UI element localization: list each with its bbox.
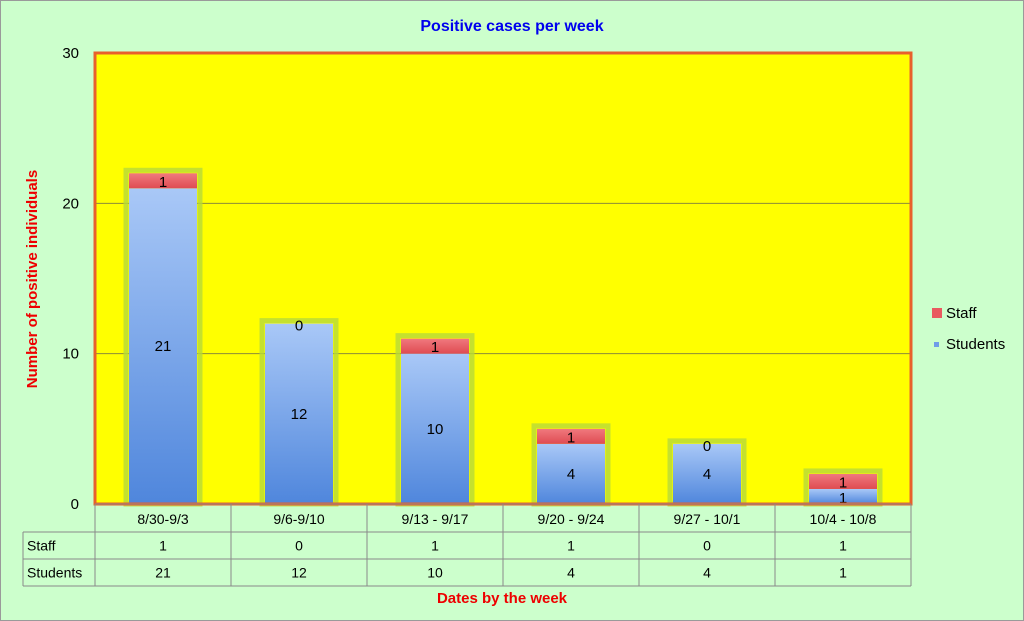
bar-students xyxy=(265,323,333,504)
data-label-students: 21 xyxy=(155,338,172,355)
bar-students xyxy=(537,443,605,504)
data-label-students: 1 xyxy=(839,490,847,507)
data-label-staff: 1 xyxy=(159,174,167,191)
data-label-students: 12 xyxy=(291,406,308,423)
data-label-staff: 1 xyxy=(567,429,575,446)
table-cell: 0 xyxy=(295,538,303,554)
data-label-staff: 0 xyxy=(295,318,303,335)
data-label-staff: 1 xyxy=(431,339,439,356)
legend: Staff Students xyxy=(932,305,1005,353)
x-tick-label: 8/30-9/3 xyxy=(137,511,189,527)
table-cell: 1 xyxy=(567,538,575,554)
table-cell: 12 xyxy=(291,565,307,581)
x-tick-label: 9/27 - 10/1 xyxy=(674,511,741,527)
y-tick-label: 20 xyxy=(62,195,79,212)
table-cell: 1 xyxy=(159,538,167,554)
bar-students xyxy=(673,443,741,504)
legend-label: Staff xyxy=(946,305,977,322)
y-axis-ticks: 0 10 20 30 xyxy=(62,45,79,513)
table-cell: 1 xyxy=(431,538,439,554)
data-label-students: 10 xyxy=(427,421,444,438)
x-axis-title: Dates by the week xyxy=(437,590,568,607)
table-cell: 21 xyxy=(155,565,171,581)
table-cell: 1 xyxy=(839,538,847,554)
bar-students xyxy=(401,353,469,504)
chart-title: Positive cases per week xyxy=(420,18,603,35)
y-tick-label: 10 xyxy=(62,346,79,363)
table-cell: 4 xyxy=(567,565,575,581)
plot-background xyxy=(95,53,911,504)
legend-swatch-students xyxy=(934,342,939,347)
bar-students xyxy=(809,488,877,504)
data-label-staff: 1 xyxy=(839,474,847,491)
bar-staff xyxy=(809,473,877,489)
table-row-label: Staff xyxy=(27,538,56,554)
data-label-students: 4 xyxy=(703,466,711,483)
y-axis-title: Number of positive individuals xyxy=(24,170,41,388)
legend-swatch-staff xyxy=(932,308,942,318)
table-cell: 0 xyxy=(703,538,711,554)
x-tick-label: 9/13 - 9/17 xyxy=(402,511,469,527)
bar-staff xyxy=(537,428,605,444)
x-tick-label: 10/4 - 10/8 xyxy=(810,511,877,527)
data-label-staff: 0 xyxy=(703,438,711,455)
table-cell: 10 xyxy=(427,565,443,581)
legend-label: Students xyxy=(946,336,1005,353)
table-cell: 1 xyxy=(839,565,847,581)
bar-staff xyxy=(401,338,469,354)
table-row-label: Students xyxy=(27,565,82,581)
bar-students xyxy=(129,188,197,505)
table-cell: 4 xyxy=(703,565,711,581)
y-tick-label: 30 xyxy=(62,45,79,62)
y-tick-label: 0 xyxy=(71,496,79,513)
bar-staff xyxy=(129,173,197,189)
data-label-students: 4 xyxy=(567,466,575,483)
x-tick-label: 9/6-9/10 xyxy=(273,511,325,527)
x-tick-label: 9/20 - 9/24 xyxy=(538,511,605,527)
data-table: 8/30-9/3 9/6-9/10 9/13 - 9/17 9/20 - 9/24 9/… xyxy=(22,503,912,587)
